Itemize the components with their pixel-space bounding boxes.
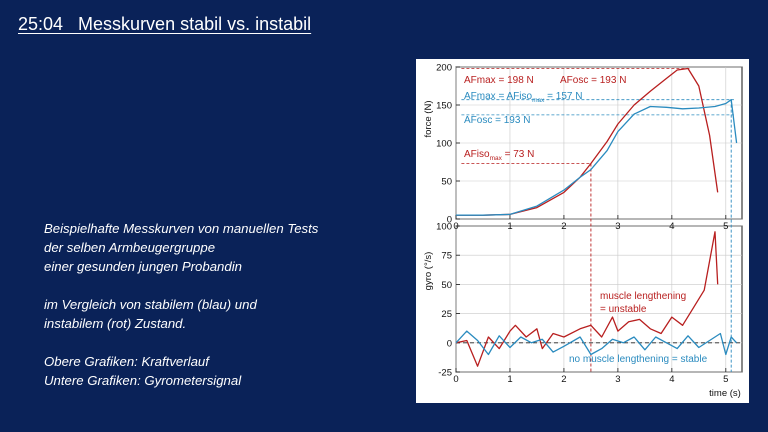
force-series-unstable	[456, 67, 719, 216]
annotation-afiso-red: AFisomax = 73 N	[464, 149, 534, 162]
description-line: instabilem (rot) Zustand.	[44, 316, 187, 331]
force-y-tick-label: 50	[441, 177, 452, 188]
description-line: Untere Grafiken: Gyrometersignal	[44, 373, 242, 388]
description-line: der selben Armbeugergruppe	[44, 240, 216, 255]
force-x-tick-label: 2	[561, 221, 566, 232]
force-x-tick-label: 3	[615, 221, 620, 232]
annotation-afosc-red: AFosc = 193 N	[560, 75, 626, 86]
annotation-no-muscle-lengthening: no muscle lengthening = stable	[569, 354, 708, 365]
force-axis-label: force (N)	[423, 101, 434, 138]
afiso-red-subscript: max	[490, 155, 503, 162]
force-y-tick-label: 200	[436, 63, 452, 74]
gyro-y-tick-label: 75	[441, 251, 452, 262]
force-x-tick-label: 5	[723, 221, 728, 232]
gyro-y-tick-label: 100	[436, 222, 452, 233]
gyro-x-tick-label: 2	[561, 374, 566, 385]
annotation-unstable: = unstable	[600, 304, 647, 315]
force-y-tick-label: 100	[436, 139, 452, 150]
afmax-blue-prefix: AFmax = AFiso	[464, 91, 533, 102]
gyro-y-tick-label: 0	[447, 338, 452, 349]
afmax-blue-subscript: max	[532, 97, 545, 104]
afmax-blue-suffix: = 157 N	[544, 91, 582, 102]
slide-title: 25:04 Messkurven stabil vs. instabil	[18, 14, 312, 34]
gyro-x-tick-label: 0	[453, 374, 458, 385]
measurement-figure: 0 50 100 150 200 0 1 2 3 4 5 -25 0 25 50 75 100 0 1 2 3 4 5 fo…	[416, 59, 749, 403]
force-y-tick-label: 0	[447, 215, 452, 226]
gyro-x-tick-label: 5	[723, 374, 728, 385]
annotation-afmax-blue: AFmax = AFisomax = 157 N	[464, 91, 582, 104]
description-line: im Vergleich von stabilem (blau) und	[44, 297, 257, 312]
force-series-stable	[456, 99, 738, 216]
gyro-series-stable	[455, 330, 738, 356]
force-x-tick-label: 0	[453, 221, 458, 232]
description-line: Beispielhafte Messkurven von manuellen T…	[44, 221, 319, 236]
afiso-red-prefix: AFiso	[464, 149, 490, 160]
annotation-muscle-lengthening: muscle lengthening	[600, 291, 686, 302]
gyro-y-tick-label: 50	[441, 280, 452, 291]
gyro-axis-label: gyro (°/s)	[423, 252, 434, 291]
gyro-x-tick-label: 4	[669, 374, 674, 385]
gyro-series-unstable	[455, 231, 719, 367]
force-x-tick-label: 1	[507, 221, 512, 232]
description-line: einer gesunden jungen Probandin	[44, 259, 242, 274]
gyro-y-tick-label: 25	[441, 309, 452, 320]
gyro-x-tick-label: 1	[507, 374, 512, 385]
gyro-x-tick-label: 3	[615, 374, 620, 385]
gyro-y-tick-label: -25	[438, 368, 452, 379]
annotation-afosc-blue: AFosc = 193 N	[464, 115, 530, 126]
force-y-tick-label: 150	[436, 101, 452, 112]
description-line: Obere Grafiken: Kraftverlauf	[44, 354, 209, 369]
force-x-tick-label: 4	[669, 221, 674, 232]
afiso-red-suffix: = 73 N	[502, 149, 535, 160]
annotation-afmax-red: AFmax = 198 N	[464, 75, 534, 86]
description-text: Beispielhafte Messkurven von manuellen T…	[44, 219, 384, 390]
time-axis-label: time (s)	[709, 388, 741, 399]
